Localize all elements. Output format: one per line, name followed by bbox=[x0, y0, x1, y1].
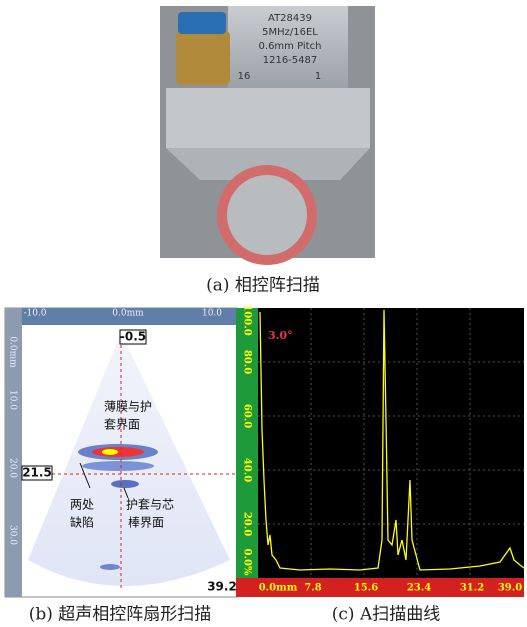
annotation: 缺陷 bbox=[70, 515, 94, 530]
element-label: 1 bbox=[315, 71, 321, 82]
y-tick-label: 80.0 bbox=[242, 350, 253, 374]
left-tick: 20.0 bbox=[8, 458, 18, 478]
top-tick: 10.0 bbox=[202, 309, 222, 319]
annotation: 护套与芯 bbox=[126, 498, 174, 512]
x-tick-label: 31.2 bbox=[460, 583, 484, 594]
element-label: 16 bbox=[238, 71, 251, 82]
caption: (c) A扫描曲线 bbox=[332, 605, 440, 625]
top-tick: -10.0 bbox=[23, 309, 46, 319]
annotation: 两处 bbox=[70, 498, 94, 512]
x-tick-label: 15.6 bbox=[354, 583, 378, 594]
y-tick-label: 0.0% bbox=[242, 549, 253, 576]
probe-label: 5MHz/16EL bbox=[262, 27, 318, 38]
a-scan bbox=[236, 308, 524, 597]
depth-label: -0.5 bbox=[120, 330, 146, 344]
depth-label: 39.2 bbox=[207, 580, 237, 594]
left-tick: 10.0 bbox=[8, 390, 18, 410]
sector-scan bbox=[5, 308, 237, 597]
caption: (a) 相控阵扫描 bbox=[206, 276, 320, 296]
left-tick: 30.0 bbox=[8, 525, 18, 545]
angle-label: 3.0° bbox=[268, 329, 293, 342]
depth-label: 21.5 bbox=[22, 466, 52, 480]
x-tick-label: 39.0 bbox=[498, 583, 522, 594]
probe-label: 0.6mm Pitch bbox=[259, 41, 322, 52]
figure: AT28439 5MHz/16EL 0.6mm Pitch 1216-5487 … bbox=[0, 0, 527, 627]
caption: (b) 超声相控阵扇形扫描 bbox=[29, 605, 212, 625]
x-tick-label: 0.0mm bbox=[259, 583, 298, 594]
probe-label: 1216-5487 bbox=[263, 55, 318, 66]
x-tick-label: 7.8 bbox=[304, 583, 321, 594]
probe-label: AT28439 bbox=[268, 13, 312, 24]
annotation: 薄膜与护 bbox=[104, 399, 152, 414]
annotation: 棒界面 bbox=[128, 516, 164, 530]
x-tick-label: 23.4 bbox=[407, 583, 431, 594]
annotation: 套界面 bbox=[104, 418, 140, 432]
y-tick-label: 100.0 bbox=[242, 304, 253, 335]
y-tick-label: 40.0 bbox=[242, 458, 253, 482]
top-tick: 0.0mm bbox=[112, 309, 144, 319]
left-tick: 0.0mm bbox=[8, 336, 18, 368]
y-tick-label: 60.0 bbox=[242, 404, 253, 428]
y-tick-label: 20.0 bbox=[242, 512, 253, 536]
